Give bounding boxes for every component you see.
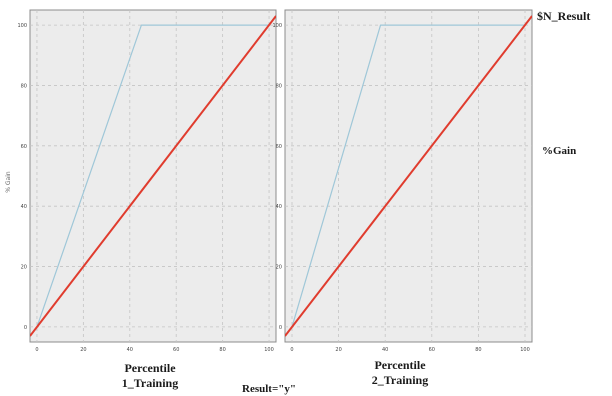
x-tick-label: 40 (382, 347, 388, 353)
panel-2-label-line-1: Percentile (374, 358, 426, 372)
x-tick-label: 0 (35, 347, 38, 353)
footer-result-label: Result="y" (242, 383, 296, 395)
gain-line-model (30, 15, 276, 337)
y-tick-label: 0 (279, 325, 282, 331)
y-tick-label: 20 (21, 265, 27, 271)
gain-line-best (291, 24, 526, 328)
x-tick-label: 80 (475, 347, 481, 353)
y-tick-label: 60 (276, 144, 282, 150)
x-tick-label: 20 (335, 347, 341, 353)
y-axis-label: % Gain (5, 171, 12, 193)
x-tick-label: 20 (80, 347, 86, 353)
x-tick-label: 40 (127, 347, 133, 353)
y-tick-label: 80 (21, 83, 27, 89)
y-tick-label: 100 (272, 23, 282, 29)
gain-line-model (285, 15, 532, 337)
y-tick-label: 0 (24, 325, 27, 331)
panel-1-training: 0 20 40 60 80 100 0 20 40 60 80 100 (17, 9, 277, 353)
y-tick-label: 80 (276, 83, 282, 89)
legend-entry-gain: %Gain (542, 145, 576, 157)
y-tick-label: 40 (21, 204, 27, 210)
panel-1-label-line-2: 1_Training (122, 376, 178, 390)
y-tick-label: 40 (276, 204, 282, 210)
x-tick-label: 0 (290, 347, 293, 353)
gain-line-best (36, 24, 270, 328)
y-tick-label: 20 (276, 265, 282, 271)
y-tick-label: 60 (21, 144, 27, 150)
panel-2-training: 0 20 40 60 80 100 0 20 40 60 80 100 (272, 9, 533, 353)
panel-1-label-line-1: Percentile (124, 361, 176, 375)
panel-2-label-line-2: 2_Training (372, 373, 428, 387)
x-tick-label: 100 (520, 347, 530, 353)
x-tick-label: 100 (264, 347, 274, 353)
legend-title: $N_Result (537, 9, 590, 23)
y-tick-label: 100 (17, 23, 27, 29)
x-tick-label: 80 (219, 347, 225, 353)
x-tick-label: 60 (173, 347, 179, 353)
x-tick-label: 60 (429, 347, 435, 353)
